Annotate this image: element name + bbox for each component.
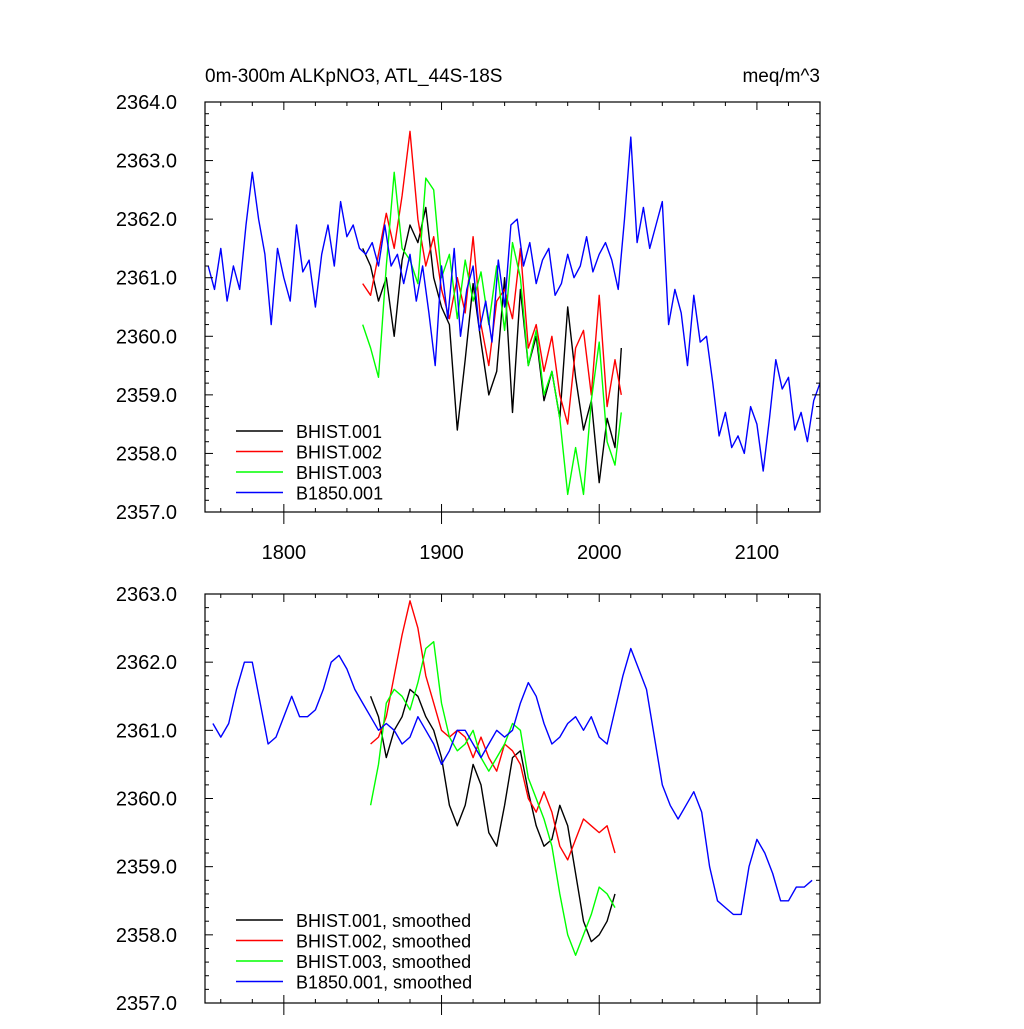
y-tick-label: 2362.0	[116, 652, 177, 674]
y-tick-label: 2361.0	[116, 720, 177, 742]
y-tick-label: 2358.0	[116, 925, 177, 947]
legend-label: BHIST.003	[296, 463, 382, 483]
legend-label: BHIST.001, smoothed	[296, 911, 471, 931]
series-line-b1850-001-smoothed	[212, 647, 813, 916]
y-tick-label: 2361.0	[116, 268, 177, 290]
y-tick-label: 2363.0	[116, 584, 177, 606]
chart-title: 0m-300m ALKpNO3, ATL_44S-18S	[205, 66, 502, 87]
legend-label: BHIST.002	[296, 443, 382, 463]
y-tick-label: 2360.0	[116, 789, 177, 811]
x-tick-label: 1900	[419, 542, 464, 564]
series-line-b1850-001	[207, 136, 820, 472]
y-tick-label: 2359.0	[116, 857, 177, 879]
y-tick-label: 2359.0	[116, 385, 177, 407]
series-group	[212, 600, 813, 956]
series-line-bhist-002	[362, 130, 622, 425]
x-tick-label: 2100	[735, 542, 780, 564]
series-line-bhist-001	[362, 206, 622, 484]
y-tick-label: 2358.0	[116, 443, 177, 465]
y-tick-label: 2357.0	[116, 993, 177, 1015]
plot-frame	[204, 101, 821, 513]
x-tick-label: 2000	[577, 542, 622, 564]
top-panel: 2357.0 2358.0 2359.0 2360.0 2361.0 2362.0 2363…	[116, 66, 821, 564]
legend-label: BHIST.001	[296, 422, 382, 442]
legend-label: BHIST.003, smoothed	[296, 952, 471, 972]
legend-label: B1850.001	[296, 484, 383, 504]
bottom-panel: 2357.0 2358.0 2359.0 2360.0 2361.0 2362.0 2363…	[116, 584, 821, 1015]
series-line-bhist-003-smoothed	[369, 641, 616, 956]
series-line-bhist-001-smoothed	[369, 688, 616, 943]
units-label: meq/m^3	[742, 66, 820, 87]
y-tick-label: 2363.0	[116, 151, 177, 173]
x-tick-label: 1800	[262, 542, 307, 564]
y-tick-label: 2360.0	[116, 326, 177, 348]
y-tick-label: 2364.0	[116, 92, 177, 114]
y-tick-label: 2357.0	[116, 502, 177, 524]
y-tick-label: 2362.0	[116, 209, 177, 231]
series-group	[207, 130, 820, 496]
legend-label: BHIST.002, smoothed	[296, 932, 471, 952]
series-line-bhist-003	[362, 171, 622, 496]
legend-label: B1850.001, smoothed	[296, 973, 472, 993]
series-line-bhist-002-smoothed	[370, 600, 616, 861]
